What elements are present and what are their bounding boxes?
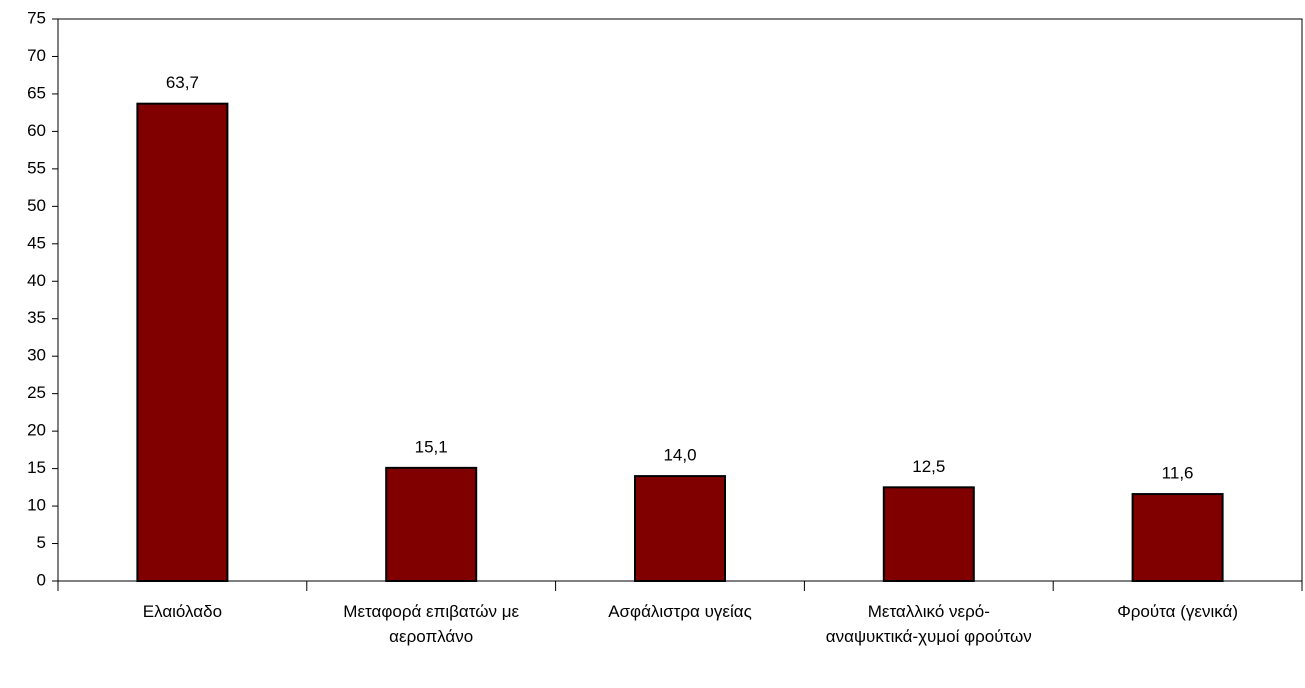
y-tick-label: 60 <box>27 121 46 140</box>
y-tick-label: 15 <box>27 458 46 477</box>
y-tick-label: 0 <box>37 570 46 589</box>
y-tick-label: 55 <box>27 158 46 177</box>
x-tick-label: Ασφάλιστρα υγείας <box>608 602 752 621</box>
x-tick-label: Ελαιόλαδο <box>142 602 223 621</box>
y-tick-label: 40 <box>27 271 46 290</box>
bar <box>634 475 726 582</box>
y-tick-label: 70 <box>27 46 46 65</box>
value-label: 11,6 <box>1162 464 1194 483</box>
bar <box>385 466 478 583</box>
value-label: 14,0 <box>663 446 696 465</box>
y-tick-label: 20 <box>27 421 46 440</box>
value-label: 15,1 <box>415 437 448 456</box>
bar <box>136 102 229 583</box>
bar <box>882 486 975 583</box>
x-tick-label: Μεταφορά επιβατών με αεροπλάνο <box>343 602 520 646</box>
y-tick-label: 75 <box>27 8 46 27</box>
x-tick-label: Φρούτα (γενικά) <box>1117 602 1238 621</box>
x-tick-label: Μεταλλικό νερό-αναψυκτικά-χυμοί φρούτων <box>825 602 1032 646</box>
y-tick-label: 45 <box>27 233 46 252</box>
y-tick-label: 30 <box>27 346 46 365</box>
y-tick-label: 35 <box>27 308 46 327</box>
value-label: 63,7 <box>166 73 199 92</box>
y-tick-label: 65 <box>27 83 46 102</box>
value-label: 12,5 <box>912 457 945 476</box>
y-tick-label: 5 <box>37 533 46 552</box>
y-tick-label: 50 <box>27 196 46 215</box>
y-tick-label: 10 <box>27 496 46 515</box>
bar <box>1131 493 1224 582</box>
y-tick-label: 25 <box>27 383 46 402</box>
